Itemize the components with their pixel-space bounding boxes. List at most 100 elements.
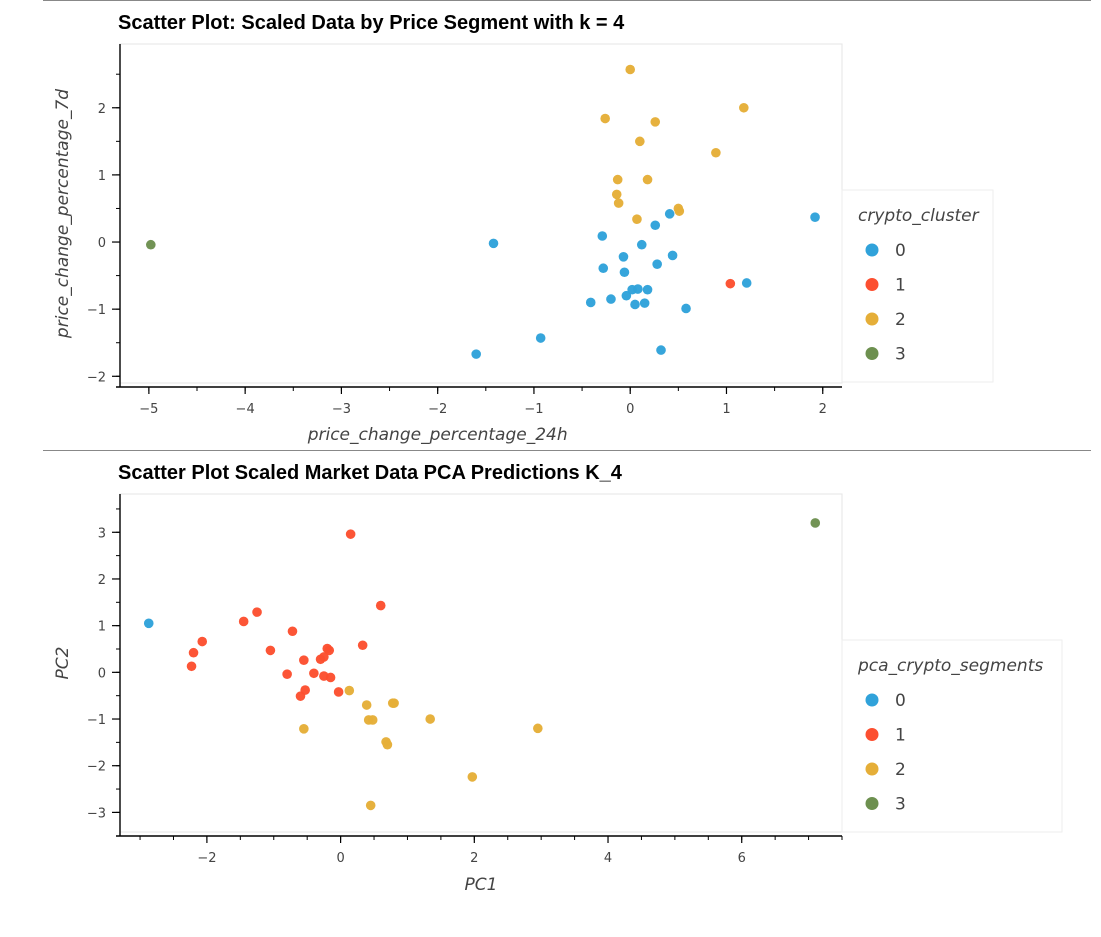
data-point-cluster-1[interactable] (188, 647, 199, 658)
x-tick-label: 2 (819, 402, 827, 417)
data-point-cluster-2[interactable] (642, 174, 653, 185)
data-point-cluster-2[interactable] (613, 198, 624, 208)
data-point-cluster-1[interactable] (238, 616, 249, 627)
data-point-cluster-0[interactable] (642, 284, 653, 295)
legend-label-1[interactable]: 1 (895, 726, 906, 746)
data-point-cluster-0[interactable] (598, 263, 609, 274)
data-point-cluster-0[interactable] (650, 220, 661, 231)
x-tick-label: −2 (428, 402, 447, 417)
scatter-plot-price-segment[interactable]: −5 −4 −3 −2 −1 0 1 2 −2 −1 0 1 2 price_change_percent… (0, 0, 1101, 450)
data-point-cluster-2[interactable] (739, 102, 749, 113)
x-tick-label: 2 (470, 851, 478, 866)
y-tick-label: 2 (98, 573, 106, 588)
data-point-cluster-2[interactable] (365, 800, 376, 811)
legend-marker-0[interactable] (865, 243, 879, 257)
data-point-cluster-0[interactable] (618, 251, 629, 262)
legend-label-1[interactable]: 1 (895, 276, 906, 296)
data-point-cluster-2[interactable] (361, 700, 372, 710)
data-point-cluster-2[interactable] (635, 136, 645, 147)
data-point-cluster-1[interactable] (325, 672, 336, 683)
data-point-cluster-0[interactable] (667, 250, 678, 261)
data-point-cluster-3[interactable] (810, 518, 821, 528)
data-point-cluster-1[interactable] (299, 655, 309, 665)
data-point-cluster-0[interactable] (633, 284, 643, 294)
legend-label-3[interactable]: 3 (895, 795, 906, 815)
data-point-cluster-2[interactable] (387, 698, 398, 708)
x-tick-label: −4 (236, 402, 255, 417)
data-point-cluster-1[interactable] (309, 668, 319, 679)
data-point-cluster-1[interactable] (186, 661, 197, 672)
legend-marker-1[interactable] (865, 278, 879, 291)
data-point-cluster-0[interactable] (652, 259, 662, 269)
data-point-cluster-0[interactable] (810, 212, 820, 222)
data-point-cluster-0[interactable] (621, 290, 632, 301)
data-point-cluster-1[interactable] (725, 278, 736, 289)
data-point-cluster-2[interactable] (625, 64, 636, 75)
data-point-cluster-1[interactable] (287, 626, 298, 637)
data-point-cluster-1[interactable] (282, 669, 292, 680)
data-point-cluster-2[interactable] (650, 117, 661, 127)
data-point-cluster-2[interactable] (711, 147, 721, 158)
scatter-plot-pca[interactable]: −2 0 2 4 6 −3 −2 −1 0 1 2 3 PC1 PC2 pca_crypto_segment… (0, 450, 1101, 937)
data-point-cluster-0[interactable] (606, 294, 616, 304)
data-point-cluster-1[interactable] (300, 685, 310, 695)
data-point-cluster-0[interactable] (619, 267, 630, 278)
data-point-cluster-0[interactable] (636, 239, 647, 250)
data-point-cluster-1[interactable] (345, 529, 356, 539)
data-point-cluster-1[interactable] (357, 640, 368, 651)
data-point-cluster-1[interactable] (265, 645, 276, 656)
data-point-cluster-0[interactable] (471, 349, 481, 359)
data-point-cluster-0[interactable] (741, 278, 752, 288)
legend-marker-3[interactable] (865, 797, 879, 810)
data-point-cluster-0[interactable] (597, 231, 608, 241)
data-point-cluster-0[interactable] (639, 298, 650, 308)
legend-label-2[interactable]: 2 (895, 310, 906, 330)
data-point-cluster-0[interactable] (656, 345, 666, 355)
data-point-cluster-1[interactable] (324, 645, 335, 656)
data-point-cluster-1[interactable] (319, 652, 329, 662)
y-axis-label: price_change_percentage_7d (53, 89, 73, 339)
data-point-cluster-2[interactable] (611, 189, 622, 200)
legend-marker-2[interactable] (865, 762, 879, 776)
legend-label-2[interactable]: 2 (895, 760, 906, 780)
data-point-cluster-2[interactable] (674, 206, 685, 216)
y-tick-label: 1 (98, 169, 106, 184)
data-point-cluster-0[interactable] (681, 303, 691, 314)
data-point-cluster-2[interactable] (632, 214, 642, 225)
x-tick-label: −1 (524, 402, 543, 417)
legend-marker-1[interactable] (865, 728, 879, 741)
legend-label-0[interactable]: 0 (895, 691, 906, 711)
legend-title: pca_crypto_segments (857, 656, 1043, 676)
data-point-cluster-2[interactable] (299, 724, 309, 734)
legend-marker-2[interactable] (865, 312, 879, 326)
data-point-cluster-1[interactable] (375, 600, 386, 611)
data-point-cluster-0[interactable] (488, 238, 499, 249)
data-point-cluster-1[interactable] (197, 636, 208, 647)
data-point-cluster-0[interactable] (585, 297, 596, 308)
data-point-cluster-2[interactable] (467, 772, 478, 782)
data-point-cluster-1[interactable] (333, 687, 344, 697)
x-axis-label: PC1 (465, 875, 498, 895)
data-point-cluster-0[interactable] (535, 333, 546, 343)
data-point-cluster-2[interactable] (533, 723, 543, 734)
x-tick-label: −5 (139, 402, 158, 417)
data-point-cluster-2[interactable] (600, 113, 610, 124)
data-point-cluster-1[interactable] (252, 607, 262, 617)
data-point-cluster-2[interactable] (344, 685, 355, 696)
data-point-cluster-3[interactable] (146, 239, 156, 250)
plot-frame (119, 43, 843, 384)
data-point-cluster-2[interactable] (382, 739, 393, 750)
legend-label-3[interactable]: 3 (895, 345, 906, 365)
data-point-cluster-2[interactable] (425, 714, 435, 724)
y-tick-label: 3 (98, 526, 106, 541)
data-point-cluster-0[interactable] (143, 618, 154, 629)
legend-label-0[interactable]: 0 (895, 241, 906, 261)
legend-marker-0[interactable] (865, 693, 879, 707)
legend-marker-3[interactable] (865, 347, 879, 360)
data-point-cluster-2[interactable] (367, 715, 378, 725)
y-axis-label: PC2 (53, 647, 73, 680)
data-point-cluster-0[interactable] (664, 209, 675, 219)
data-point-cluster-2[interactable] (612, 174, 623, 185)
x-tick-label: 0 (336, 851, 344, 866)
data-point-cluster-0[interactable] (630, 299, 640, 310)
